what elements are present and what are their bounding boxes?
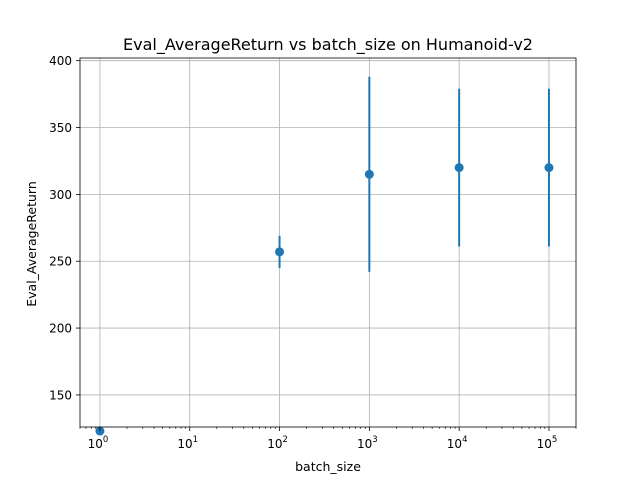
data-point: [544, 163, 554, 173]
data-point: [95, 426, 105, 436]
data-points: [95, 163, 554, 436]
y-axis-label: Eval_AverageReturn: [24, 181, 39, 307]
y-tick-label: 200: [49, 322, 72, 336]
y-tick-label: 250: [49, 255, 72, 269]
y-tick-label: 350: [49, 121, 72, 135]
axes: [79, 57, 577, 428]
y-tick-label: 400: [49, 54, 72, 68]
data-point: [364, 169, 374, 179]
chart-title: Eval_AverageReturn vs batch_size on Huma…: [123, 35, 533, 55]
x-axis-label: batch_size: [295, 459, 361, 474]
y-axis-ticks: 150 200 250 300 350 400: [49, 54, 80, 402]
data-point: [454, 163, 464, 173]
plot-frame: [79, 57, 577, 428]
y-tick-label: 150: [49, 388, 72, 402]
y-tick-label: 300: [49, 188, 72, 202]
data-point: [275, 247, 285, 257]
